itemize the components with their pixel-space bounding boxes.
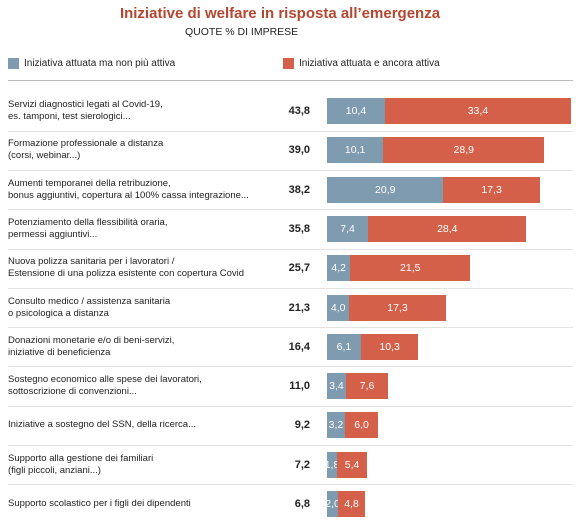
total-label: 25,7: [288, 262, 310, 275]
total-label: 21,3: [288, 301, 310, 314]
category-label: Servizi diagnostici legati al Covid-19, …: [8, 99, 163, 122]
total-label: 43,8: [288, 105, 310, 117]
row-separator: [8, 169, 573, 171]
value-label: 10,1: [344, 144, 366, 157]
category-label: Nuova polizza sanitaria per i lavoratori…: [8, 256, 245, 280]
bar-segment: [337, 451, 368, 478]
value-label: 1,8: [324, 458, 340, 471]
category-label: Donazioni monetarie e/o di beni-servizi,…: [8, 334, 175, 358]
value-label: 4,8: [344, 498, 359, 510]
value-label: 7,4: [340, 222, 355, 235]
value-label: 3,2: [328, 419, 344, 432]
value-label: 4,2: [331, 262, 346, 275]
bar-segment: [327, 255, 351, 282]
value-label: 17,3: [387, 301, 408, 314]
total-label: 7,2: [294, 458, 310, 471]
category-label: Supporto scolastico per i figli dei dipe…: [8, 498, 191, 509]
total-label: 11,0: [289, 380, 310, 393]
category-label: Sostegno economico alle spese dei lavora…: [8, 374, 202, 398]
bar-segment: [327, 176, 444, 203]
value-label: 21,5: [400, 262, 421, 275]
total-label: 6,8: [294, 498, 310, 510]
category-label: Supporto alla gestione dei familiari (fi…: [8, 452, 154, 476]
bar-segment: [360, 333, 419, 360]
bar-segment: [327, 373, 346, 400]
value-label: 4,0: [330, 301, 346, 314]
bar-segment: [327, 98, 385, 124]
bar-segment: [344, 412, 379, 439]
row-separator: [8, 327, 573, 329]
row-separator: [8, 405, 573, 407]
value-label: 20,9: [374, 183, 396, 196]
row-separator: [8, 287, 573, 289]
total-label: 38,2: [288, 183, 310, 196]
row-separator: [8, 445, 573, 447]
legend-swatch: [8, 58, 19, 69]
total-label: 39,0: [288, 144, 310, 157]
value-label: 10,4: [345, 105, 367, 117]
bar-segment: [350, 255, 471, 282]
bar-segment: [327, 137, 384, 164]
legend-label: Iniziativa attuata ma non più attiva: [24, 58, 176, 69]
legend-label: Iniziativa attuata e ancora attiva: [299, 58, 440, 69]
row-separator: [8, 248, 573, 250]
value-label: 2,0: [325, 498, 340, 510]
category-label: Iniziative a sostegno del SSN, della ric…: [8, 419, 196, 431]
value-label: 5,4: [344, 458, 360, 471]
bar-segment: [443, 176, 540, 203]
value-label: 33,4: [467, 105, 489, 117]
value-label: 3,4: [329, 380, 344, 393]
value-label: 28,9: [453, 144, 474, 157]
bar-segment: [327, 333, 361, 360]
bar-segment: [383, 137, 545, 164]
row-separator: [8, 366, 573, 368]
chart-title: Iniziative di welfare in risposta all’em…: [119, 5, 441, 22]
bar-segment: [327, 215, 369, 242]
row-separator: [8, 209, 573, 211]
bar-segment: [349, 294, 446, 321]
total-label: 16,4: [288, 340, 310, 353]
value-label: 6,1: [336, 340, 352, 353]
category-label: Aumenti temporanei della retribuzione, b…: [8, 177, 249, 201]
row-separator: [8, 130, 573, 132]
bar-segment: [368, 215, 527, 242]
value-label: 10,3: [379, 340, 400, 353]
bar-segment: [338, 491, 365, 517]
row-separator: [8, 484, 573, 486]
bar-segment: [327, 491, 339, 517]
total-label: 9,2: [294, 419, 310, 432]
bar-segment: [327, 412, 345, 439]
value-label: 6,0: [354, 419, 369, 432]
category-label: Formazione professionale a distanza (cor…: [8, 138, 164, 162]
value-label: 17,3: [481, 183, 502, 196]
value-label: 7,6: [359, 380, 375, 393]
legend-rule: [8, 80, 573, 81]
value-label: 28,4: [437, 222, 458, 235]
chart-subtitle: QUOTE % DI IMPRESE: [185, 26, 299, 38]
bar-segment: [345, 373, 389, 400]
category-label: Consulto medico / assistenza sanitaria o…: [8, 295, 171, 319]
bar-segment: [384, 98, 571, 124]
legend-swatch: [283, 58, 294, 69]
category-label: Potenziamento della flessibilità oraria,…: [8, 216, 168, 240]
total-label: 35,8: [288, 222, 310, 235]
bar-segment: [327, 451, 338, 478]
bar-segment: [327, 294, 350, 321]
